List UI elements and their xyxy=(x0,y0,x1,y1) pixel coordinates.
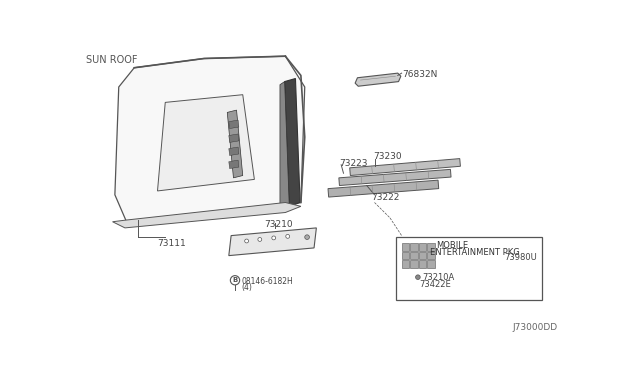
Circle shape xyxy=(258,238,262,241)
Text: 73210A: 73210A xyxy=(422,273,455,282)
Bar xyxy=(402,252,410,260)
Bar xyxy=(410,252,418,260)
Text: B: B xyxy=(232,277,237,283)
Text: MOBILE: MOBILE xyxy=(436,241,468,250)
Circle shape xyxy=(272,236,276,240)
Bar xyxy=(402,243,410,251)
Text: ENTERTAINMENT PKG: ENTERTAINMENT PKG xyxy=(430,248,520,257)
Polygon shape xyxy=(229,134,239,142)
Text: 73222: 73222 xyxy=(371,193,400,202)
Text: SUN ROOF: SUN ROOF xyxy=(86,55,138,65)
Polygon shape xyxy=(157,95,254,191)
Bar xyxy=(428,243,435,251)
Circle shape xyxy=(244,239,248,243)
Text: 73111: 73111 xyxy=(157,239,186,248)
Text: 73980U: 73980U xyxy=(505,253,538,262)
Polygon shape xyxy=(229,160,239,169)
Text: 73230: 73230 xyxy=(373,153,401,161)
Bar xyxy=(402,260,410,268)
Polygon shape xyxy=(349,158,460,176)
Text: (4): (4) xyxy=(241,283,252,292)
Circle shape xyxy=(305,235,309,240)
Text: 73223: 73223 xyxy=(340,158,368,168)
Circle shape xyxy=(286,234,290,238)
Bar xyxy=(419,243,426,251)
Polygon shape xyxy=(339,169,451,186)
Polygon shape xyxy=(229,228,316,256)
Text: 73422E: 73422E xyxy=(419,280,451,289)
Bar xyxy=(410,260,418,268)
Bar xyxy=(428,252,435,260)
Text: 76832N: 76832N xyxy=(403,70,438,79)
Text: 73210: 73210 xyxy=(264,220,293,229)
Polygon shape xyxy=(229,147,239,155)
Polygon shape xyxy=(285,78,300,206)
Polygon shape xyxy=(115,56,305,222)
Bar xyxy=(396,237,542,300)
Bar xyxy=(419,260,426,268)
Polygon shape xyxy=(280,81,289,210)
Polygon shape xyxy=(328,180,438,197)
Text: 08146-6182H: 08146-6182H xyxy=(241,277,293,286)
Bar xyxy=(428,260,435,268)
Text: J73000DD: J73000DD xyxy=(513,323,557,332)
Circle shape xyxy=(230,276,239,285)
Bar xyxy=(410,243,418,251)
Circle shape xyxy=(415,275,420,279)
Polygon shape xyxy=(355,73,401,86)
Polygon shape xyxy=(229,120,239,129)
Polygon shape xyxy=(113,202,301,228)
Polygon shape xyxy=(227,110,243,178)
Polygon shape xyxy=(411,279,419,285)
Bar xyxy=(419,252,426,260)
